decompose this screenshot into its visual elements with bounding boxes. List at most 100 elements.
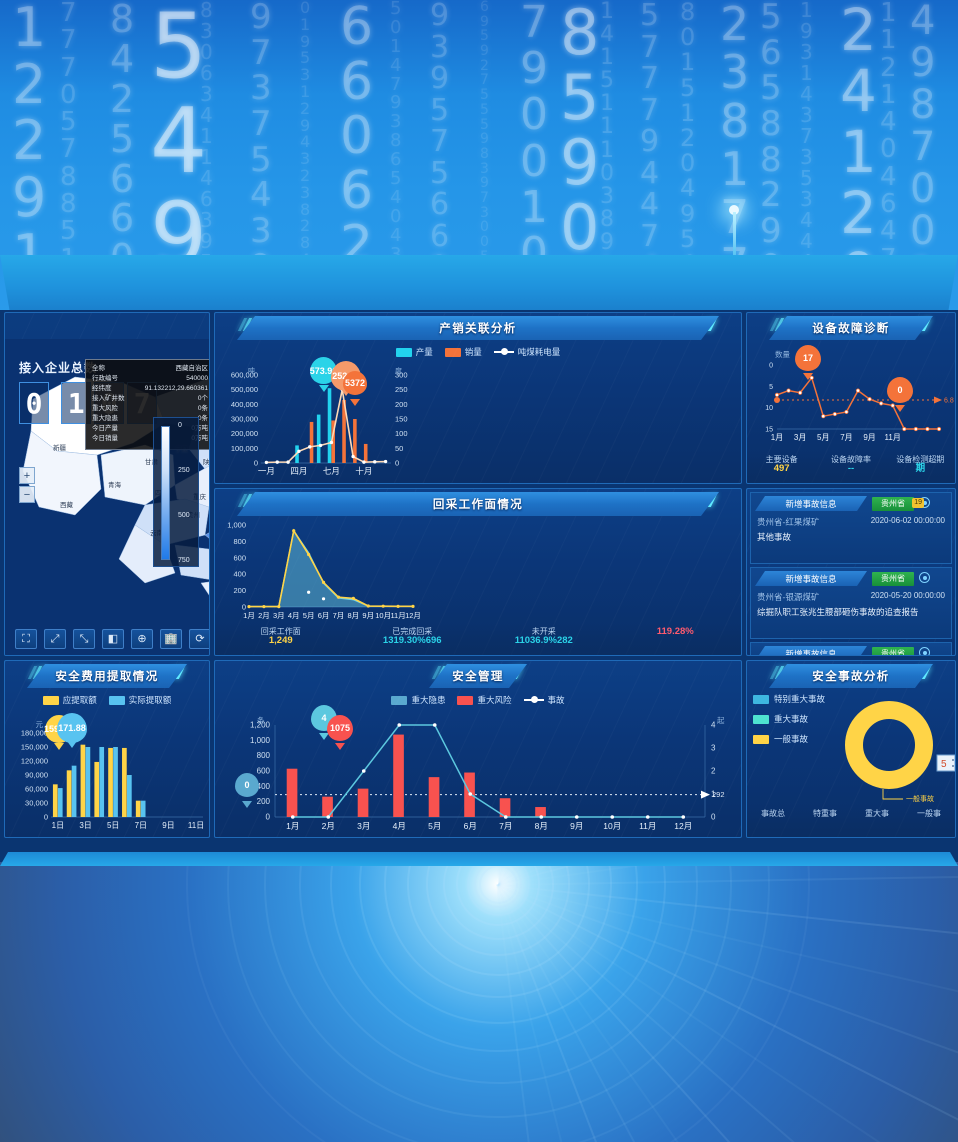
legend-safety-cost: 应提取额 实际提取额: [5, 694, 209, 706]
svg-text:1日: 1日: [52, 821, 64, 830]
map-province-label[interactable]: 西藏: [60, 499, 73, 509]
stat-cell: 已完成回采 1319.30%696: [347, 625, 479, 655]
location-pin-icon[interactable]: [919, 647, 930, 656]
svg-text:四月: 四月: [290, 466, 307, 476]
tooltip-value: 西藏自治区: [176, 364, 209, 374]
legend-swatch: [445, 348, 461, 357]
province-badge: 贵州省: [872, 497, 914, 511]
svg-text:8月: 8月: [535, 821, 548, 831]
tooltip-value: 91.132212,29.660361: [145, 384, 208, 394]
svg-text:10月: 10月: [375, 611, 391, 620]
device-fault-stats: 主要设备 497 设备故障率 -- 设备检测超期 期: [747, 453, 955, 483]
svg-text:400: 400: [233, 570, 246, 579]
refresh-icon[interactable]: ⟳: [189, 629, 210, 649]
svg-text:800: 800: [257, 751, 271, 760]
zoom-in-button[interactable]: +: [19, 467, 35, 484]
stat-cell: 一般事: [903, 807, 955, 837]
collapse-icon[interactable]: ⤡: [73, 629, 95, 649]
svg-text:11月: 11月: [639, 821, 656, 831]
accident-card[interactable]: 新增事故信息 贵州省 贵州省-银源煤矿 2020-05-20 00:00:00 …: [750, 567, 952, 639]
tooltip-row: 重大风险 0条: [92, 404, 208, 414]
panel-title-text: 安全费用提取情况: [55, 668, 158, 684]
select-area-icon-glyph: ⛶: [22, 634, 30, 645]
panel-accident-feed: 新增事故信息 贵州省 19 贵州省-红果煤矿 2020-06-02 00:00:…: [746, 488, 956, 656]
svg-text:5月: 5月: [303, 611, 315, 620]
counter-digit: 0: [19, 382, 49, 424]
panel-title-device-fault: 设备故障诊断: [769, 316, 933, 340]
chart-value-marker: 171.88: [57, 713, 87, 743]
legend-item: 销量: [445, 346, 482, 358]
color-scale-tick: 250: [178, 467, 190, 474]
zoom-out-button[interactable]: −: [19, 486, 35, 503]
legend-item: 重大隐患: [391, 694, 445, 706]
map-province-label[interactable]: 青海: [108, 479, 121, 489]
svg-text:5: 5: [769, 384, 773, 391]
legend-item: 事故: [524, 694, 565, 706]
svg-text:度: 度: [395, 366, 402, 375]
svg-text:0: 0: [266, 813, 271, 822]
tooltip-row: 经纬度 91.132212,29.660361: [92, 384, 208, 394]
color-scale-tick: 750: [178, 557, 190, 564]
panel-title-text: 安全管理: [452, 668, 504, 684]
svg-text:8月: 8月: [348, 611, 360, 620]
svg-text:600: 600: [233, 553, 246, 562]
chart-value-marker: 0: [887, 377, 913, 407]
stat-cell: 主要设备 497: [747, 453, 816, 483]
mine-name: 贵州省-银源煤矿: [757, 591, 819, 603]
panel-title-production: 产销关联分析: [237, 316, 719, 340]
tooltip-key: 重大风险: [92, 404, 118, 414]
tooltip-key: 今日产量: [92, 424, 118, 434]
select-area-icon[interactable]: ⛶: [15, 629, 37, 649]
accident-card[interactable]: 新增事故信息 贵州省 19 贵州省-红果煤矿 2020-06-02 00:00:…: [750, 492, 952, 564]
svg-text:0: 0: [711, 813, 716, 822]
svg-text:5月: 5月: [428, 821, 441, 831]
svg-text:7月: 7月: [333, 611, 345, 620]
stat-cell: 事故总: [747, 807, 799, 837]
svg-text:9日: 9日: [162, 821, 174, 830]
accident-card-tab: 新增事故信息: [755, 571, 867, 586]
accident-card-header: 新增事故信息 贵州省 19: [751, 493, 951, 511]
svg-text:2月: 2月: [322, 821, 335, 831]
legend-label: 产量: [416, 346, 433, 358]
panel-title-accident-analysis: 安全事故分析: [769, 664, 933, 688]
accident-time: 2020-06-02 00:00:00: [871, 516, 945, 528]
chart-value-marker: 5372: [343, 371, 367, 401]
svg-text:数量: 数量: [775, 349, 790, 359]
legend-item: 重大风险: [457, 694, 511, 706]
svg-text:4月: 4月: [393, 821, 406, 831]
map-province-label[interactable]: 新疆: [53, 442, 66, 452]
accident-card-header: 新增事故信息 贵州省: [751, 568, 951, 586]
building-icon[interactable]: 🏢: [160, 629, 182, 649]
svg-text:条: 条: [257, 715, 265, 725]
map-zoom-controls[interactable]: + −: [19, 467, 35, 503]
globe-icon[interactable]: ⊕: [131, 629, 153, 649]
svg-text:800: 800: [233, 537, 246, 546]
location-pin-icon[interactable]: [919, 572, 930, 585]
layers-icon[interactable]: ◧: [102, 629, 124, 649]
counter-separator: ,: [52, 390, 58, 416]
map-canvas[interactable]: 新疆西藏青海甘肃内蒙古黑龙江吉林辽宁北京河北山西陕西宁夏山东河南江苏安徽上海浙江…: [5, 339, 209, 655]
svg-text:7日: 7日: [135, 821, 147, 830]
svg-text:元: 元: [36, 720, 44, 729]
accident-card-tab: 新增事故信息: [755, 646, 867, 656]
svg-text:1,000: 1,000: [250, 736, 271, 745]
stat-value: --: [816, 464, 885, 475]
tooltip-value: 0条: [198, 414, 208, 424]
svg-text:150,000: 150,000: [21, 743, 48, 752]
tooltip-key: 全称: [92, 364, 105, 374]
stat-value: 1319.30%696: [347, 636, 479, 647]
svg-text:292: 292: [712, 790, 725, 799]
stat-value: 497: [747, 464, 816, 475]
svg-text:七月: 七月: [323, 466, 340, 476]
location-pin-icon[interactable]: 19: [919, 497, 930, 510]
map-province-label[interactable]: 陕西: [203, 456, 210, 466]
accident-card[interactable]: 新增事故信息 贵州省: [750, 642, 952, 656]
legend-line-marker: [524, 699, 544, 701]
expand-icon[interactable]: ⤢: [44, 629, 66, 649]
svg-text:3: 3: [711, 744, 716, 753]
tooltip-value: 0条: [198, 404, 208, 414]
legend-item: 产量: [396, 346, 433, 358]
chart-safety-mgmt: 0 200 400 600 800 1,000 1,200 0 1 2 3 4 条起 292 1月 2月 3月 4…: [215, 709, 741, 838]
map-toolbar[interactable]: ⛶ ⤢ ⤡ ◧ ⊕ 🏢 ⟳: [15, 629, 210, 649]
svg-text:5: 5: [941, 759, 947, 770]
